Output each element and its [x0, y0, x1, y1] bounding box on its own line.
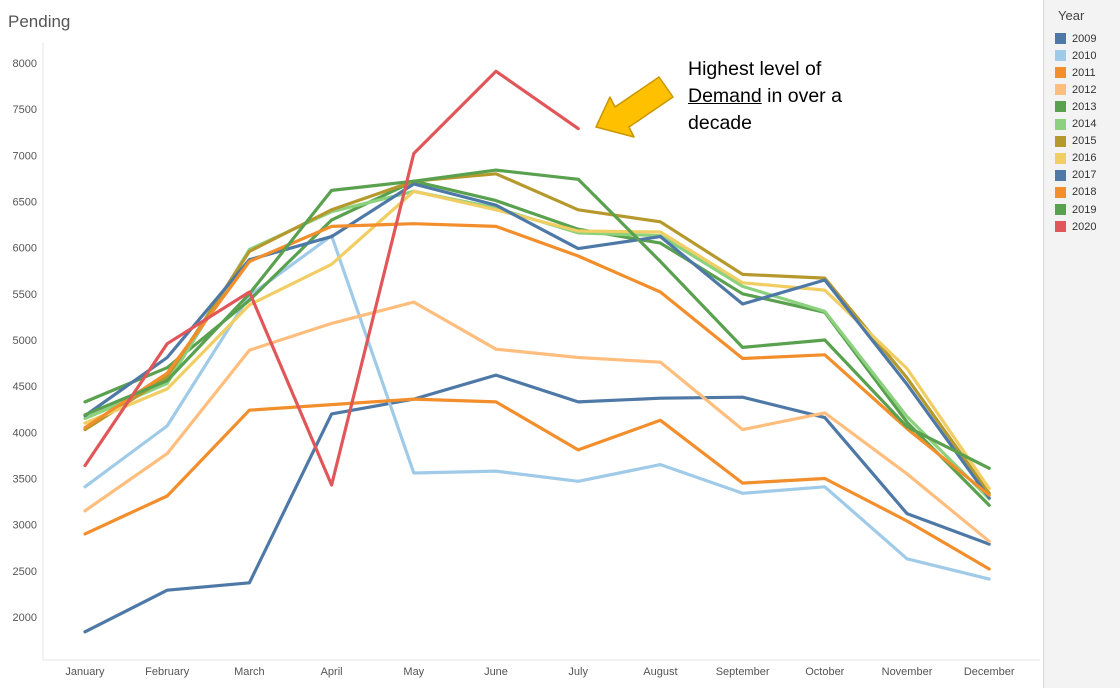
series-line-2018: [83, 222, 991, 497]
y-tick-label: 6500: [13, 197, 37, 209]
series-line-2010: [83, 234, 991, 581]
legend-label: 2012: [1072, 83, 1097, 96]
legend-title: Year: [1058, 8, 1085, 23]
series-line-2012: [83, 300, 991, 543]
legend-item-2012[interactable]: 2012: [1055, 81, 1096, 98]
legend-swatch: [1055, 221, 1066, 233]
series-line-2015: [83, 172, 991, 495]
legend-swatch: [1055, 118, 1066, 130]
legend-label: 2011: [1072, 66, 1096, 79]
legend-item-2015[interactable]: 2015: [1055, 133, 1096, 150]
x-tick-label: December: [964, 666, 1015, 678]
legend-label: 2020: [1072, 220, 1097, 233]
series-lines: [83, 69, 991, 634]
y-tick-label: 6000: [13, 243, 37, 255]
y-tick-label: 2500: [13, 566, 37, 578]
y-tick-label: 5500: [13, 289, 37, 301]
series-line-2020: [83, 69, 580, 487]
x-tick-label: January: [65, 666, 105, 678]
legend-item-2011[interactable]: 2011: [1055, 64, 1096, 81]
x-tick-label: February: [145, 666, 190, 678]
legend-swatch: [1055, 33, 1066, 44]
legend-item-2019[interactable]: 2019: [1055, 201, 1096, 218]
legend-panel: Year 2009 2010 2011 2012 2013 2014 2015 2016 201…: [1043, 0, 1120, 688]
legend-item-2014[interactable]: 2014: [1055, 116, 1096, 133]
x-tick-label: April: [321, 666, 343, 678]
line-chart: Pending 2000 2500 3000 3500 4000 4500 5000 5500…: [8, 12, 1040, 678]
legend-item-2017[interactable]: 2017: [1055, 167, 1096, 184]
legend-label: 2019: [1072, 203, 1097, 216]
legend-item-2016[interactable]: 2016: [1055, 150, 1096, 167]
legend-label: 2018: [1072, 186, 1097, 199]
x-tick-label: November: [882, 666, 933, 678]
x-tick-label: September: [716, 666, 770, 678]
legend-item-2018[interactable]: 2018: [1055, 184, 1096, 201]
legend-swatch: [1055, 186, 1066, 198]
y-tick-label: 2000: [13, 612, 37, 624]
legend-label: 2015: [1072, 135, 1097, 148]
series-line-2017: [83, 182, 991, 500]
legend-label: 2014: [1072, 118, 1097, 130]
y-axis-ticks: 2000 2500 3000 3500 4000 4500 5000 5500 6000 6500…: [13, 58, 37, 624]
legend-label: 2016: [1072, 152, 1097, 165]
legend-swatch: [1055, 67, 1066, 79]
series-line-2009: [83, 373, 991, 634]
y-tick-label: 3500: [13, 474, 37, 486]
x-axis-ticks: January February March April May June July Augu…: [65, 666, 1014, 678]
demand-annotation: Highest level of Demand in over a decade: [688, 56, 918, 137]
annotation-line-3: decade: [688, 112, 752, 134]
annotation-underlined-word: Demand: [688, 85, 762, 107]
series-line-2019: [83, 168, 991, 470]
legend-swatch: [1055, 152, 1066, 164]
annotation-arrow: [595, 76, 674, 138]
x-tick-label: March: [234, 666, 265, 678]
y-tick-label: 5000: [13, 335, 37, 347]
legend-label: 2010: [1072, 49, 1097, 62]
y-tick-label: 7500: [13, 104, 37, 116]
legend-item-2009[interactable]: 2009: [1055, 30, 1096, 47]
legend-label: 2017: [1072, 169, 1097, 182]
x-tick-label: June: [484, 666, 508, 678]
legend-item-2020[interactable]: 2020: [1055, 218, 1096, 235]
arrow-icon: [595, 76, 674, 138]
legend-item-2010[interactable]: 2010: [1055, 47, 1096, 64]
legend-swatch: [1055, 50, 1066, 62]
y-tick-label: 4000: [13, 427, 37, 439]
series-line-2011: [83, 397, 991, 571]
annotation-line-2: Demand in over a: [688, 83, 918, 110]
legend-swatch: [1055, 169, 1066, 181]
annotation-line-2-rest: in over a: [761, 85, 842, 107]
legend-swatch: [1055, 101, 1066, 113]
legend-swatch: [1055, 135, 1066, 147]
legend-label: 2009: [1072, 32, 1097, 45]
y-tick-label: 3000: [13, 520, 37, 532]
y-tick-label: 8000: [13, 58, 37, 70]
y-tick-label: 4500: [13, 381, 37, 393]
x-tick-label: July: [568, 666, 588, 678]
legend-label: 2013: [1072, 100, 1097, 113]
y-tick-label: 7000: [13, 150, 37, 162]
y-axis-title: Pending: [8, 12, 70, 31]
annotation-line-1: Highest level of: [688, 58, 822, 80]
x-tick-label: August: [643, 666, 677, 678]
series-line-2016: [83, 189, 991, 491]
x-tick-label: October: [805, 666, 844, 678]
legend-swatch: [1055, 204, 1066, 215]
x-tick-label: May: [403, 666, 424, 678]
legend-swatch: [1055, 84, 1066, 96]
legend-item-2013[interactable]: 2013: [1055, 98, 1096, 115]
